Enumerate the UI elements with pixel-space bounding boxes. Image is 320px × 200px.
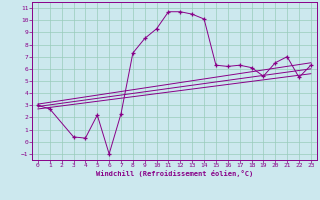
X-axis label: Windchill (Refroidissement éolien,°C): Windchill (Refroidissement éolien,°C) bbox=[96, 170, 253, 177]
